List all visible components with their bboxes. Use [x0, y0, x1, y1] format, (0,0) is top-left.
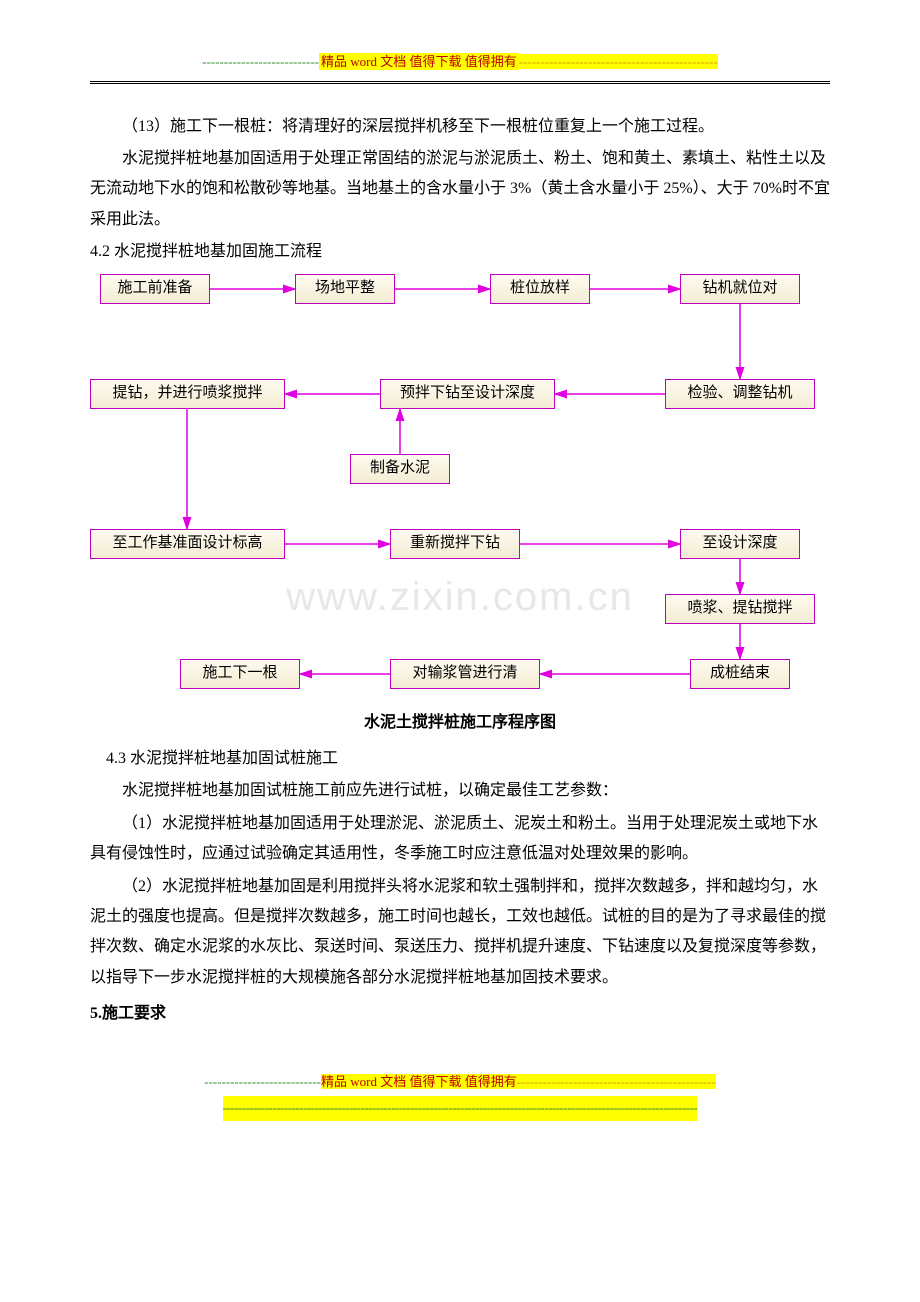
flow-node-n4: 钻机就位对 [680, 274, 800, 304]
para-13: （13）施工下一根桩：将清理好的深层搅拌机移至下一根桩位重复上一个施工过程。 [90, 112, 830, 142]
flow-node-n6: 预拌下钻至设计深度 [380, 379, 555, 409]
flow-node-n2: 场地平整 [295, 274, 395, 304]
footer-dash-right: ----------------------------------------… [517, 1074, 716, 1089]
flowchart: www.zixin.com.cn 施工前准备 场地平整 桩位放样 钻机就位对检验、调整… [90, 274, 830, 704]
para-trial-1: （1）水泥搅拌桩地基加固适用于处理淤泥、淤泥质土、泥炭土和粉土。当用于处理泥炭土… [90, 809, 830, 870]
flow-node-n8: 制备水泥 [350, 454, 450, 484]
heading-5: 5.施工要求 [90, 999, 830, 1029]
document-page: ---------------------------精品 word 文档 值得… [0, 0, 920, 1161]
footer-dash-left: --------------------------- [204, 1074, 321, 1089]
flowchart-arrows [90, 274, 830, 704]
para-scope: 水泥搅拌桩地基加固适用于处理正常固结的淤泥与淤泥质土、粉土、饱和黄土、素填土、粘… [90, 144, 830, 235]
banner-mid: 精品 word 文档 值得下载 值得拥有 [319, 53, 519, 70]
para-trial-2: （2）水泥搅拌桩地基加固是利用搅拌头将水泥浆和软土强制拌和，搅拌次数越多，拌和越… [90, 872, 830, 994]
flow-node-n7: 提钻，并进行喷浆搅拌 [90, 379, 285, 409]
heading-4-2: 4.2 水泥搅拌桩地基加固施工流程 [90, 237, 830, 267]
heading-4-3: 4.3 水泥搅拌桩地基加固试桩施工 [90, 744, 830, 774]
flow-node-n12: 喷浆、提钻搅拌 [665, 594, 815, 624]
footer-banners: ---------------------------精品 word 文档 值得… [90, 1070, 830, 1121]
banner-dash-left: --------------------------- [202, 54, 319, 69]
header-banner: ---------------------------精品 word 文档 值得… [90, 50, 830, 75]
flow-node-n10: 重新搅拌下钻 [390, 529, 520, 559]
flow-node-n5: 检验、调整钻机 [665, 379, 815, 409]
footer-line-2: ----------------------------------------… [223, 1096, 698, 1121]
flow-node-n9: 至工作基准面设计标高 [90, 529, 285, 559]
flow-node-n14: 对输浆管进行清 [390, 659, 540, 689]
watermark: www.zixin.com.cn [286, 559, 634, 635]
flow-node-n13: 成桩结束 [690, 659, 790, 689]
para-trial-intro: 水泥搅拌桩地基加固试桩施工前应先进行试桩，以确定最佳工艺参数： [90, 776, 830, 806]
banner-dash-right: ----------------------------------------… [519, 54, 718, 69]
flowchart-title: 水泥土搅拌桩施工序程序图 [90, 708, 830, 738]
flow-node-n11: 至设计深度 [680, 529, 800, 559]
flow-node-n1: 施工前准备 [100, 274, 210, 304]
footer-line-1: ---------------------------精品 word 文档 值得… [90, 1070, 830, 1095]
flow-node-n15: 施工下一根 [180, 659, 300, 689]
flow-node-n3: 桩位放样 [490, 274, 590, 304]
footer-mid: 精品 word 文档 值得下载 值得拥有 [321, 1074, 517, 1089]
header-rule [90, 81, 830, 84]
